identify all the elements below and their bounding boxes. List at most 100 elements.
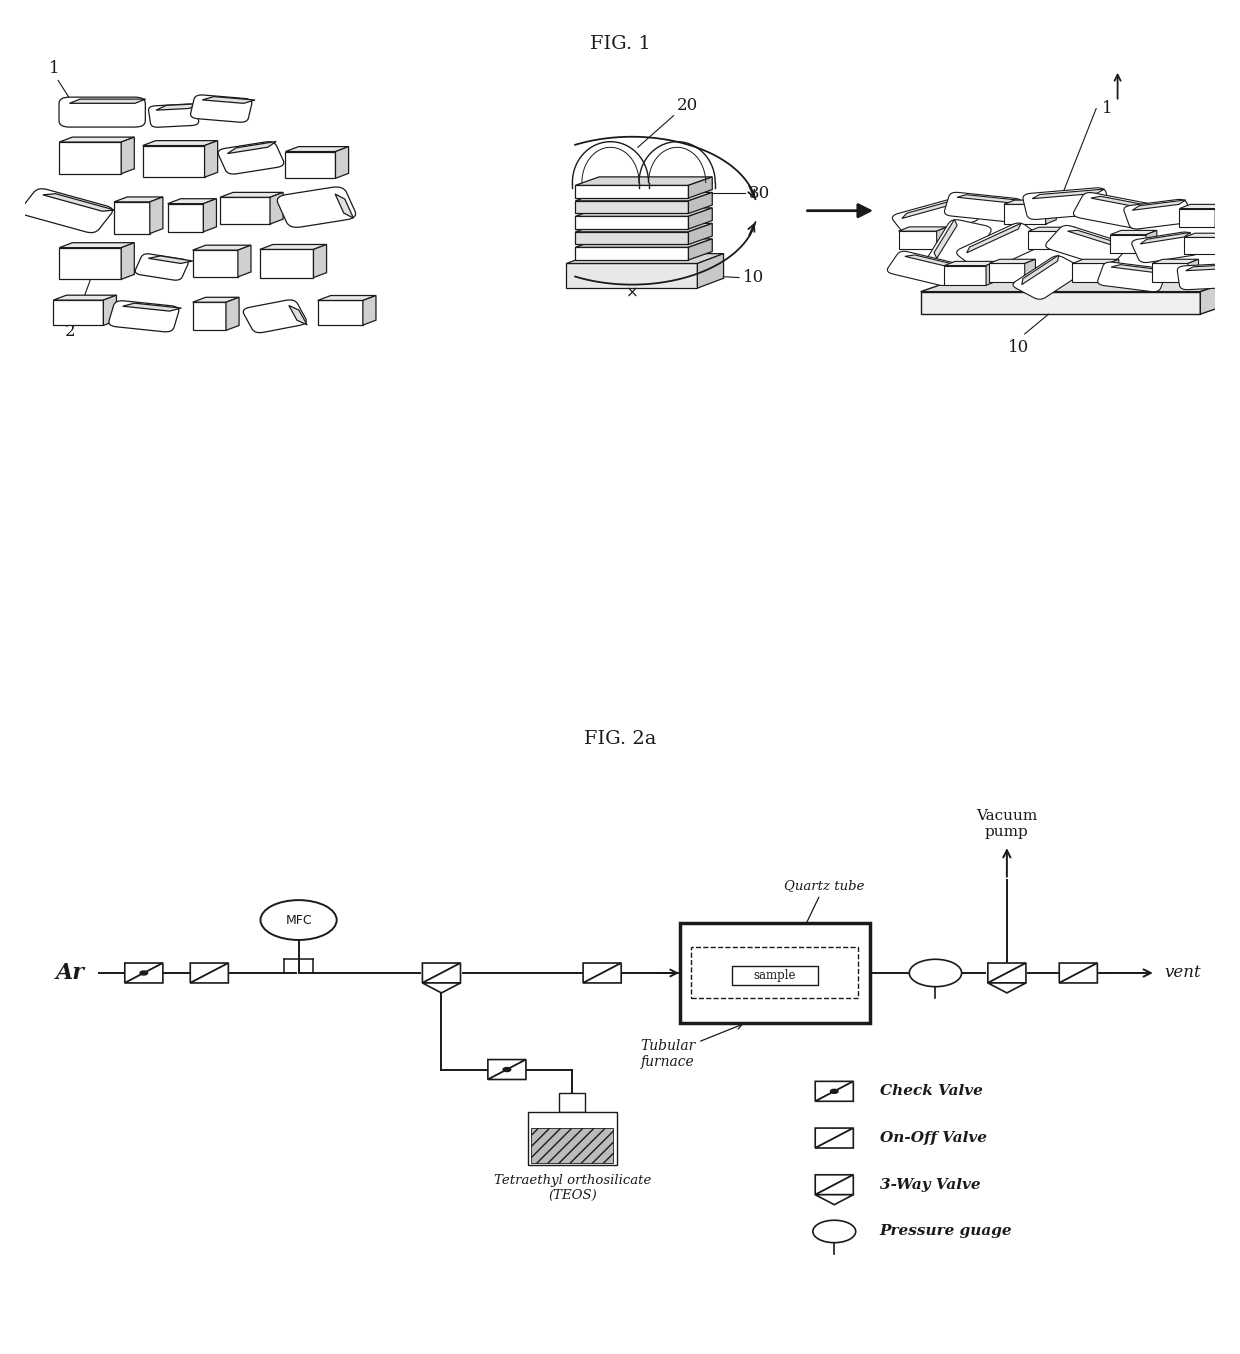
Polygon shape: [363, 295, 376, 325]
Circle shape: [503, 1067, 511, 1071]
Polygon shape: [336, 146, 348, 179]
Polygon shape: [1068, 230, 1128, 246]
FancyBboxPatch shape: [20, 188, 113, 233]
Text: 1: 1: [1102, 100, 1112, 116]
Polygon shape: [167, 203, 203, 232]
Polygon shape: [1188, 259, 1199, 282]
FancyBboxPatch shape: [1177, 264, 1229, 290]
Polygon shape: [122, 242, 134, 279]
Polygon shape: [314, 245, 326, 278]
Polygon shape: [60, 137, 134, 142]
Polygon shape: [202, 96, 255, 103]
Polygon shape: [1152, 264, 1188, 282]
Text: FIG. 1: FIG. 1: [590, 35, 650, 53]
Circle shape: [140, 971, 148, 975]
Bar: [531, 1128, 614, 1163]
Polygon shape: [423, 983, 460, 992]
Polygon shape: [125, 963, 162, 983]
Polygon shape: [203, 199, 217, 232]
Polygon shape: [190, 963, 228, 983]
Polygon shape: [192, 250, 238, 276]
Polygon shape: [1111, 234, 1146, 253]
Polygon shape: [60, 242, 134, 248]
Polygon shape: [114, 202, 150, 233]
Polygon shape: [1045, 200, 1056, 223]
Polygon shape: [688, 177, 712, 198]
Polygon shape: [1073, 264, 1109, 282]
Polygon shape: [125, 963, 162, 983]
Polygon shape: [990, 259, 1035, 264]
Polygon shape: [575, 248, 688, 260]
Polygon shape: [219, 198, 270, 223]
Polygon shape: [1032, 190, 1105, 199]
FancyBboxPatch shape: [945, 192, 1022, 222]
Polygon shape: [260, 245, 326, 249]
Polygon shape: [167, 199, 217, 203]
Circle shape: [260, 900, 337, 940]
Polygon shape: [1132, 200, 1185, 210]
Polygon shape: [190, 963, 228, 983]
FancyBboxPatch shape: [218, 142, 284, 175]
Polygon shape: [575, 209, 712, 217]
Polygon shape: [575, 185, 688, 198]
Polygon shape: [583, 963, 621, 983]
Bar: [559, 1093, 585, 1112]
Polygon shape: [53, 295, 117, 301]
Polygon shape: [1184, 233, 1229, 237]
Polygon shape: [285, 152, 336, 179]
Polygon shape: [1059, 963, 1097, 983]
Polygon shape: [945, 265, 986, 286]
Bar: [732, 965, 817, 986]
Polygon shape: [1185, 265, 1226, 271]
Text: 1: 1: [50, 60, 60, 77]
Text: Tubular
furnace: Tubular furnace: [640, 1024, 743, 1070]
Polygon shape: [575, 200, 688, 214]
Polygon shape: [688, 223, 712, 245]
Polygon shape: [123, 303, 181, 311]
Polygon shape: [53, 301, 103, 325]
Text: 30: 30: [749, 184, 770, 202]
Polygon shape: [1111, 230, 1157, 234]
Bar: [692, 946, 858, 998]
Text: Quartz tube: Quartz tube: [784, 879, 864, 960]
FancyBboxPatch shape: [1013, 256, 1084, 299]
Polygon shape: [69, 99, 145, 103]
Polygon shape: [815, 1175, 853, 1194]
Polygon shape: [934, 219, 957, 259]
Text: ×: ×: [625, 286, 639, 301]
Polygon shape: [192, 298, 239, 302]
Polygon shape: [260, 249, 314, 278]
FancyBboxPatch shape: [893, 198, 978, 238]
Polygon shape: [205, 141, 218, 177]
Polygon shape: [957, 195, 1023, 203]
Polygon shape: [986, 261, 997, 286]
Polygon shape: [583, 963, 621, 983]
Polygon shape: [905, 255, 961, 268]
Polygon shape: [1004, 204, 1045, 223]
Polygon shape: [60, 248, 122, 279]
Polygon shape: [487, 1060, 526, 1079]
Text: Pressure guage: Pressure guage: [879, 1224, 1012, 1239]
Polygon shape: [43, 194, 115, 211]
Polygon shape: [226, 298, 239, 330]
Polygon shape: [192, 245, 250, 250]
Polygon shape: [899, 232, 936, 249]
FancyBboxPatch shape: [928, 219, 991, 269]
Polygon shape: [1179, 204, 1226, 209]
Text: 20: 20: [677, 96, 698, 114]
Polygon shape: [1111, 264, 1167, 274]
Polygon shape: [575, 192, 712, 200]
Polygon shape: [60, 142, 122, 173]
Polygon shape: [143, 145, 205, 177]
FancyBboxPatch shape: [135, 253, 188, 280]
Circle shape: [813, 1220, 856, 1243]
Polygon shape: [815, 1194, 853, 1205]
Polygon shape: [150, 196, 162, 233]
Text: 2: 2: [64, 324, 76, 340]
Polygon shape: [899, 227, 947, 232]
Polygon shape: [289, 306, 308, 325]
Text: 10: 10: [743, 269, 764, 286]
Polygon shape: [1179, 209, 1215, 227]
Polygon shape: [1028, 232, 1064, 249]
Polygon shape: [1024, 259, 1035, 282]
